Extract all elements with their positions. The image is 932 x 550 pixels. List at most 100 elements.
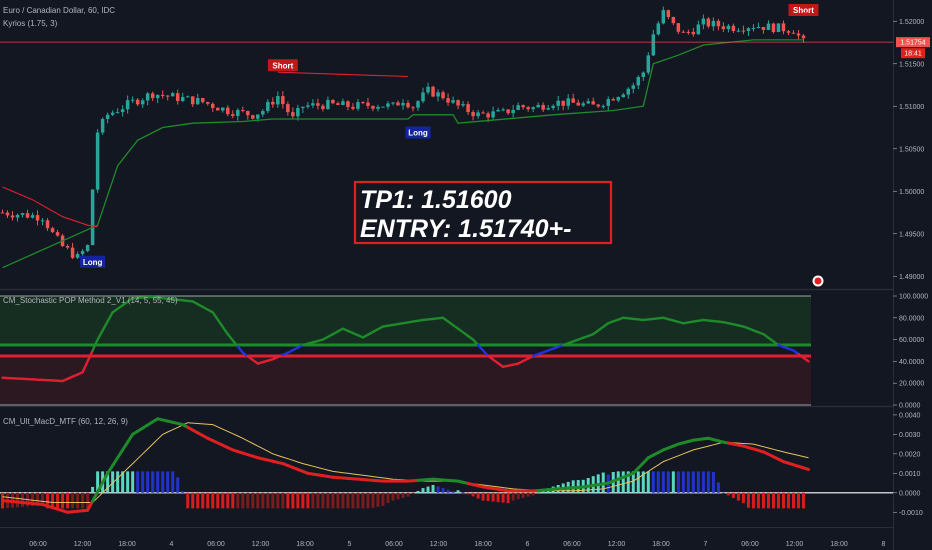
histogram-bar: [296, 492, 300, 509]
candle-body: [506, 109, 510, 114]
stochastic-line: [1, 295, 810, 383]
y-tick-label: 0.0030: [899, 432, 921, 439]
candle-body: [666, 10, 671, 17]
candle-body: [546, 108, 550, 110]
candle-body: [591, 101, 595, 105]
candle-body: [206, 102, 210, 104]
candle-body: [185, 96, 190, 98]
candle-body: [311, 103, 315, 106]
candle-body: [321, 105, 325, 110]
histogram-bar: [716, 482, 720, 493]
stochastic-segment: [91, 338, 99, 352]
signal-label: Short: [272, 61, 293, 70]
candle-body: [446, 98, 450, 103]
candle-body: [296, 108, 300, 117]
candle-body: [461, 104, 465, 106]
histogram-bar: [511, 492, 515, 501]
histogram-bar: [416, 490, 420, 493]
candle-body: [95, 132, 100, 190]
annotation-box: [353, 180, 613, 245]
histogram-bar: [411, 492, 415, 494]
candle-body: [646, 55, 651, 73]
candle-body: [150, 93, 155, 99]
candle-body: [226, 107, 230, 115]
histogram-bar: [141, 471, 145, 493]
histogram-bar: [401, 492, 405, 498]
candle-body: [786, 31, 791, 33]
candle-body: [381, 106, 385, 108]
candle-body: [100, 118, 105, 133]
candle-body: [135, 99, 140, 105]
price-axis[interactable]: 1.52000 1.51500 1.51000 1.50500 1.50000 1.495…: [893, 0, 932, 550]
candle-body: [751, 27, 756, 29]
candle-body: [286, 104, 290, 113]
candle-body: [10, 215, 15, 218]
candle-body: [426, 86, 430, 93]
y-tick-label: 0.0000: [899, 490, 921, 497]
histogram-bar: [756, 492, 760, 509]
y-tick-label: 1.50000: [899, 189, 924, 196]
histogram-bar: [301, 492, 305, 509]
candle-body: [306, 105, 310, 107]
stochastic-segment: [86, 349, 94, 363]
candle-body: [110, 112, 115, 115]
candle-body: [120, 109, 125, 113]
histogram-bar: [671, 471, 675, 493]
y-tick-label: 40.0000: [899, 359, 924, 366]
signal-marker: [80, 255, 106, 268]
candle-body: [711, 20, 716, 27]
stochastic-segment: [226, 332, 234, 342]
histogram-bar: [166, 471, 170, 493]
x-tick-label: 18:00: [118, 541, 136, 548]
candle-body: [741, 30, 746, 32]
x-tick-label: 12:00: [430, 541, 448, 548]
histogram-bar: [71, 492, 75, 509]
tp-text: TP1: 1.51600: [360, 186, 512, 214]
countdown-text: 18:41: [904, 51, 922, 58]
x-tick-label: 12:00: [608, 541, 626, 548]
signal-marker: [405, 126, 431, 139]
price-panel[interactable]: Long Short Long Short Euro / Canadian Dolla…: [0, 4, 893, 287]
candle-body: [130, 99, 135, 101]
y-tick-label: -0.0010: [899, 510, 923, 517]
histogram-bar: [536, 492, 540, 494]
candle-body: [606, 99, 611, 106]
histogram-bar: [521, 492, 525, 498]
histogram-bar: [246, 492, 250, 509]
histogram-bar: [621, 471, 625, 493]
histogram-bar: [196, 492, 200, 509]
stochastic-panel[interactable]: CM_Stochastic POP Method 2_V1 (14, 5, 55…: [0, 295, 811, 406]
alert-icon[interactable]: [812, 275, 824, 287]
macd-panel[interactable]: CM_Ult_MacD_MTF (60, 12, 26, 9): [0, 417, 893, 514]
candle-body: [631, 85, 636, 89]
histogram-bar: [181, 491, 185, 493]
candle-body: [561, 100, 565, 106]
histogram-bar: [466, 492, 470, 495]
histogram-bar: [276, 492, 280, 509]
histogram-bar: [766, 492, 770, 509]
candle-body: [346, 101, 350, 107]
y-tick-label: 80.0000: [899, 315, 924, 322]
candle-body: [471, 112, 475, 117]
histogram-bar: [681, 471, 685, 493]
histogram-bar: [351, 492, 355, 509]
histogram-bar: [241, 492, 245, 509]
trade-annotation: TP1: 1.51600 ENTRY: 1.51740+-: [353, 180, 613, 245]
histogram-bar: [121, 471, 125, 493]
x-tick-label: 06:00: [29, 541, 47, 548]
histogram-bar: [696, 471, 700, 493]
histogram-bar: [481, 492, 485, 501]
histogram-bar: [236, 492, 240, 509]
candle-body: [681, 31, 686, 33]
histogram-bar: [51, 492, 55, 509]
histogram-bar: [751, 492, 755, 509]
candle-body: [316, 103, 320, 106]
candle-body: [80, 251, 85, 254]
histogram-bar: [711, 472, 715, 493]
candle-body: [251, 115, 255, 119]
candle-body: [516, 105, 520, 110]
histogram-bar: [206, 492, 210, 509]
candle-body: [736, 30, 741, 32]
candle-body: [436, 92, 440, 97]
